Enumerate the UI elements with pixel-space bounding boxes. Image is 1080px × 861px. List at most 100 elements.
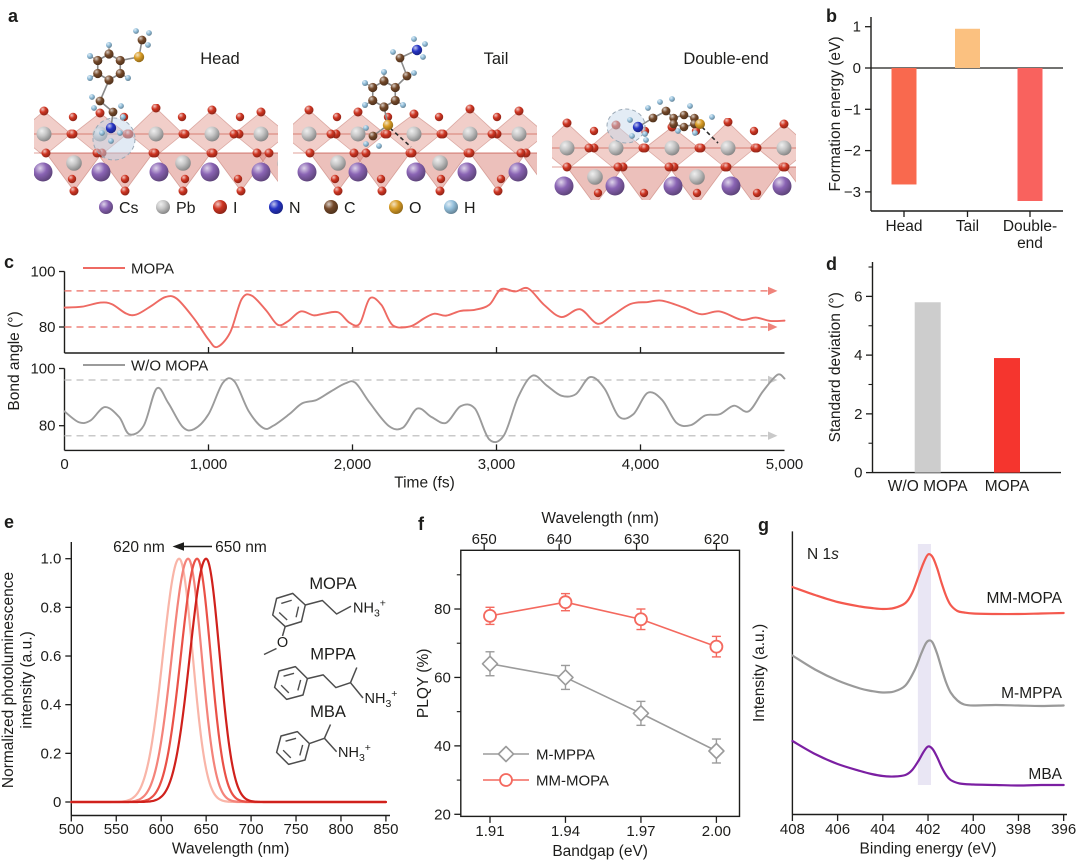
b-bar-tail (955, 28, 980, 68)
atom-I (120, 186, 130, 196)
c-y-tick-label: 80 (39, 319, 56, 336)
atom-H (125, 75, 131, 81)
skeletal-bond (349, 682, 364, 699)
atom-H (643, 137, 649, 143)
g-x-tick-label: 400 (961, 821, 986, 838)
atom-H (106, 42, 112, 48)
octahedron (45, 152, 103, 192)
octahedron (411, 152, 469, 192)
atom-I (69, 186, 79, 196)
e-y-tick-label: 0.4 (40, 697, 61, 714)
panel-b: b1 0 −1 −2 −3 Head Tail Double-end Formation ene… (826, 6, 1063, 252)
legend-sphere-O (389, 200, 403, 214)
e-x-tick-label: 600 (149, 821, 174, 838)
atom-legend: Cs Pb I N C O H (99, 200, 476, 217)
f-legend: M-MPPA MM-MOPA (483, 745, 609, 790)
panel-f-letter: f (418, 514, 425, 534)
g-x-tick-label: 398 (1006, 821, 1031, 838)
c-x-tick-label: 5,000 (766, 456, 804, 473)
atom-I (264, 148, 274, 158)
skeletal-bond (281, 626, 286, 637)
c-x-tick-label: 1,000 (190, 456, 228, 473)
atom-Pb (805, 169, 821, 185)
atom-H (89, 94, 95, 100)
d-y-tick-label: 6 (854, 288, 862, 305)
atom-S (695, 119, 705, 129)
benzene-ring (271, 592, 307, 628)
f-marker-circle (483, 608, 497, 623)
c-x-tick-label: 2,000 (334, 456, 372, 473)
e-x-tick-label: 850 (373, 821, 398, 838)
perovskite-slab (552, 118, 821, 210)
atom-H (362, 80, 368, 86)
atom-I (236, 186, 246, 196)
atom-Pb (608, 140, 624, 156)
c-subplot-1: 100 80 W/O MOPA (30, 358, 786, 452)
c-x-axis-title: Time (fs) (394, 475, 455, 492)
atom-Pb (406, 126, 422, 142)
b-y-tick-label: −3 (844, 184, 861, 201)
atom-H (692, 130, 698, 136)
atom-C (402, 71, 412, 81)
dashed-bond (701, 126, 719, 144)
atom-H (627, 117, 633, 123)
d-y-tick-label: 0 (854, 465, 862, 482)
scene-caption-1: Tail (484, 50, 509, 68)
atom-I (68, 112, 78, 122)
atom-I (68, 129, 78, 139)
f-marker-circle (634, 612, 648, 627)
f-plot-frame (460, 549, 741, 818)
e-x-tick-label: 700 (239, 821, 264, 838)
atom-I (41, 148, 51, 158)
atom-I (465, 148, 475, 158)
f-top-axis-title: Wavelength (nm) (541, 510, 658, 527)
methoxy-oxygen: O (277, 635, 288, 651)
f-series-M-MPPA (481, 651, 725, 764)
double-bond (282, 749, 292, 759)
atom-I (332, 112, 342, 122)
molecule-tail (362, 36, 428, 149)
scene-caption-2: Double-end (683, 50, 768, 68)
double-bond (278, 612, 288, 621)
c-legend-label: MOPA (131, 261, 174, 278)
g-curve-MBA (791, 739, 1065, 787)
atom-C (390, 95, 400, 106)
c-x-tick-label: 4,000 (622, 456, 660, 473)
legend-sphere-Cs (99, 200, 113, 214)
legend-label-N: N (289, 200, 301, 217)
atom-I (693, 201, 702, 210)
atom-Pb (689, 169, 705, 185)
atom-I (233, 174, 243, 184)
c-y-tick-label: 100 (30, 361, 55, 378)
atom-Pb (175, 155, 191, 171)
panel-a-letter: a (8, 6, 19, 26)
atom-I (39, 106, 49, 116)
atom-I (435, 186, 445, 196)
e-y-tick-label: 0 (53, 794, 61, 811)
g-curve-label: M-MPPA (1001, 685, 1063, 702)
atom-I (516, 148, 526, 158)
legend-label-I: I (233, 200, 237, 217)
atom-H (117, 130, 123, 136)
panel-f: f 20 40 60 80 1.91 1.94 1.97 2.00 650 640 630 620 Wav… (415, 510, 741, 860)
atom-I (305, 148, 315, 158)
atom-I (640, 143, 650, 153)
double-bond (297, 679, 302, 691)
atom-H (362, 102, 368, 108)
atom-H (381, 69, 387, 75)
atom-I (281, 187, 290, 196)
e-curve-640 (70, 557, 388, 804)
atom-H (376, 143, 382, 149)
f-x-tick-label: 1.97 (626, 823, 655, 840)
atom-I (562, 118, 572, 128)
atom-I (235, 112, 245, 122)
atom-I (642, 201, 651, 210)
f-top-tick-label: 620 (704, 531, 729, 548)
atom-C (95, 96, 105, 106)
panel-c-letter: c (4, 252, 14, 272)
e-y-tick-label: 0.2 (40, 745, 61, 762)
double-bond (283, 672, 295, 677)
e-x-tick-label: 550 (104, 821, 129, 838)
atom-Cs (91, 162, 111, 182)
atom-I (465, 104, 475, 114)
